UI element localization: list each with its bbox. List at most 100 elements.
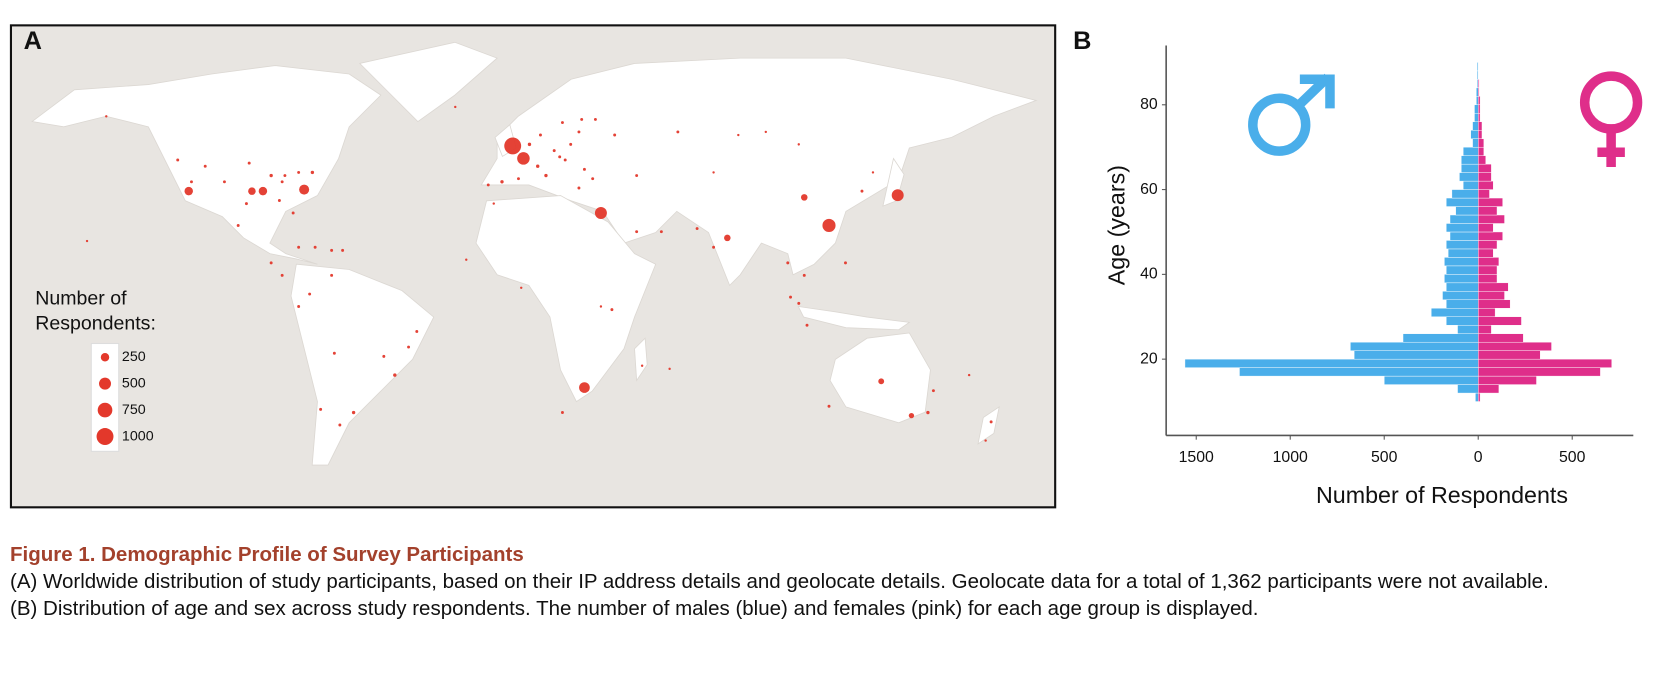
age-bar [1478,316,1522,326]
respondent-bubble [552,149,556,153]
respondent-bubble [338,423,342,427]
age-bar [1449,231,1479,241]
age-bar [1478,367,1601,377]
respondent-bubble [407,345,411,349]
age-bar [1477,62,1479,72]
age-bar [1478,79,1480,89]
respondent-bubble [520,286,523,289]
respondent-bubble [580,117,584,121]
respondent-bubble [797,143,800,146]
age-bar [1478,358,1612,368]
age-bar [1478,172,1492,182]
respondent-bubble [393,373,397,377]
respondent-bubble [613,133,617,137]
caption-text: (A) Worldwide distribution of study part… [10,570,1549,593]
respondent-bubble [351,410,356,415]
age-bar [1478,206,1498,216]
respondent-bubble [382,354,386,358]
respondent-bubble [244,202,248,206]
legend-title: Respondents: [35,313,156,335]
respondent-bubble [695,227,699,231]
respondent-bubble [308,292,312,296]
legend-bubble [96,428,114,445]
x-tick-label: 500 [1559,449,1586,466]
age-bar [1478,384,1500,394]
respondent-bubble [536,164,540,168]
respondent-bubble [269,261,273,265]
age-bar [1472,121,1479,131]
respondent-bubble [203,164,207,168]
respondent-bubble [599,305,603,308]
respondent-bubble [465,258,468,261]
respondent-bubble [635,230,639,234]
age-bar [1476,96,1479,106]
respondent-bubble [984,439,987,442]
respondent-bubble [789,295,792,299]
respondent-bubble [659,230,663,234]
age-bar [1353,350,1479,360]
age-bar [1184,358,1479,368]
respondent-bubble [341,248,345,252]
panel-label: B [1073,27,1091,55]
age-bar [1478,257,1500,267]
age-bar [1478,104,1481,114]
respondent-bubble [236,223,240,227]
respondent-bubble [310,170,315,175]
respondent-bubble [802,273,806,277]
age-bar [1475,392,1479,402]
respondent-bubble [190,180,193,184]
age-bar [1478,214,1505,224]
age-bar [1470,130,1479,139]
respondent-bubble [299,184,310,195]
age-bar [1402,333,1479,343]
age-bar [1478,308,1496,317]
respondent-bubble [800,194,808,201]
female-symbol [1579,71,1643,167]
caption-title: Figure 1. Demographic Profile of Survey … [10,543,524,566]
age-bar [1462,180,1479,190]
age-bar [1478,155,1486,165]
age-bar [1384,375,1479,385]
age-bar [1451,189,1479,199]
age-bar [1461,155,1479,165]
age-bar [1461,163,1479,173]
respondent-bubble [563,158,567,162]
legend-label: 1000 [122,428,154,444]
respondent-bubble [297,170,301,174]
age-bar [1478,392,1481,402]
age-bar [1444,257,1479,267]
age-bar [1478,240,1498,250]
respondent-bubble [593,117,597,121]
age-bar [1478,350,1541,360]
age-bar [1478,274,1498,284]
age-bar [1478,333,1524,343]
age-bar [1457,384,1479,394]
legend-label: 750 [122,402,146,418]
respondent-bubble [640,364,644,367]
respondent-bubble [764,130,767,134]
age-bar [1478,113,1481,122]
legend-label: 500 [122,375,146,391]
respondent-bubble [176,158,180,162]
age-bar [1442,291,1479,301]
age-bar [1449,214,1479,224]
age-bar [1477,70,1479,80]
age-bar [1431,308,1479,317]
caption-text: (B) Distribution of age and sex across s… [10,597,1259,620]
age-bar [1478,197,1503,207]
age-bar [1478,130,1483,139]
age-bar [1478,96,1481,106]
age-bar [1457,325,1479,334]
age-bar [1446,282,1479,292]
respondent-bubble [712,171,715,174]
respondent-bubble [544,173,548,178]
respondent-bubble [579,382,590,393]
age-bar [1446,197,1479,207]
respondent-bubble [926,410,930,415]
age-bar [1462,146,1479,156]
respondent-bubble [668,367,671,371]
age-bar [1446,265,1479,275]
y-tick-label: 20 [1140,350,1158,367]
age-bar [1478,231,1503,241]
